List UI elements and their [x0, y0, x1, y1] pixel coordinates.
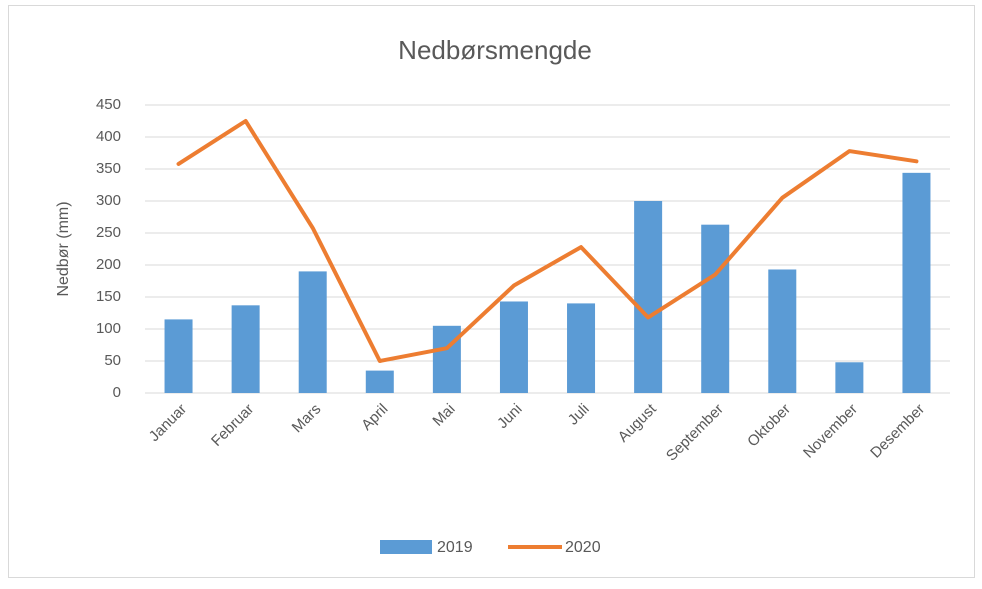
legend-label: 2019: [437, 539, 473, 556]
y-tick-label: 150: [96, 288, 121, 305]
bar: [164, 319, 193, 393]
y-tick-label: 450: [96, 96, 121, 113]
y-axis-label: Nedbør (mm): [55, 201, 72, 296]
bar: [231, 305, 260, 393]
bar: [499, 301, 528, 393]
y-tick-label: 300: [96, 192, 121, 209]
bar: [432, 325, 461, 393]
chart-border: [8, 5, 975, 578]
y-tick-label: 250: [96, 224, 121, 241]
chart-title: Nedbørsmengde: [398, 35, 592, 65]
y-tick-label: 350: [96, 160, 121, 177]
y-tick-label: 200: [96, 256, 121, 273]
bar: [365, 370, 394, 393]
y-tick-label: 400: [96, 128, 121, 145]
y-tick-label: 100: [96, 320, 121, 337]
y-tick-label: 0: [113, 384, 121, 401]
bar: [902, 172, 931, 393]
line: [176, 119, 919, 363]
legend-swatch: [380, 540, 432, 554]
bar: [768, 269, 797, 393]
bar: [634, 201, 663, 393]
y-tick-label: 50: [104, 352, 121, 369]
bar: [298, 271, 327, 393]
bar: [567, 303, 596, 393]
bar: [835, 362, 864, 393]
legend-label: 2020: [565, 539, 601, 556]
bar: [701, 224, 730, 393]
